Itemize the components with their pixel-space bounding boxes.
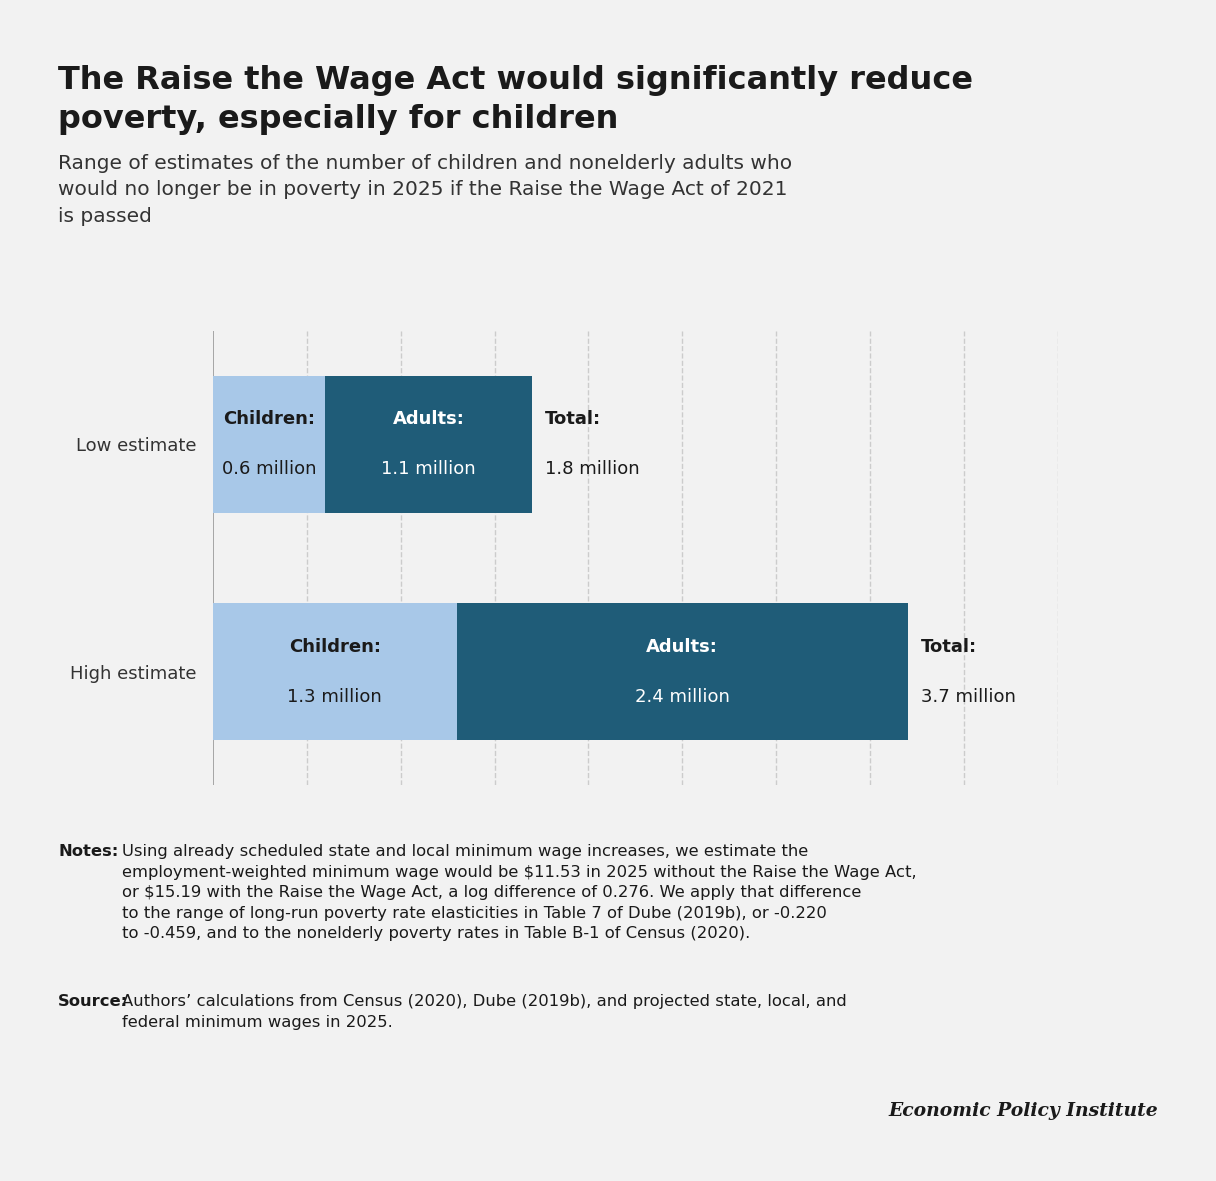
Text: Authors’ calculations from Census (2020), Dube (2019b), and projected state, loc: Authors’ calculations from Census (2020)… — [122, 994, 846, 1030]
Text: 2.4 million: 2.4 million — [635, 687, 730, 706]
Text: Notes:: Notes: — [58, 844, 119, 860]
Text: Economic Policy Institute: Economic Policy Institute — [888, 1102, 1158, 1120]
Text: 1.8 million: 1.8 million — [545, 461, 640, 478]
Text: 1.1 million: 1.1 million — [382, 461, 477, 478]
Text: The Raise the Wage Act would significantly reduce: The Raise the Wage Act would significant… — [58, 65, 973, 96]
Bar — [326, 377, 533, 513]
Bar — [213, 603, 457, 739]
Text: Children:: Children: — [224, 410, 315, 429]
Bar — [213, 377, 326, 513]
Text: Total:: Total: — [921, 638, 976, 655]
Text: 3.7 million: 3.7 million — [921, 687, 1015, 706]
Text: 1.3 million: 1.3 million — [287, 687, 382, 706]
Text: Adults:: Adults: — [393, 410, 465, 429]
Text: Range of estimates of the number of children and nonelderly adults who
would no : Range of estimates of the number of chil… — [58, 154, 793, 226]
Text: poverty, especially for children: poverty, especially for children — [58, 104, 619, 135]
Text: Using already scheduled state and local minimum wage increases, we estimate the
: Using already scheduled state and local … — [122, 844, 916, 941]
Text: Adults:: Adults: — [647, 638, 719, 655]
Text: 0.6 million: 0.6 million — [221, 461, 316, 478]
Bar — [457, 603, 907, 739]
Text: Children:: Children: — [289, 638, 381, 655]
Text: Total:: Total: — [545, 410, 602, 429]
Text: Source:: Source: — [58, 994, 129, 1010]
